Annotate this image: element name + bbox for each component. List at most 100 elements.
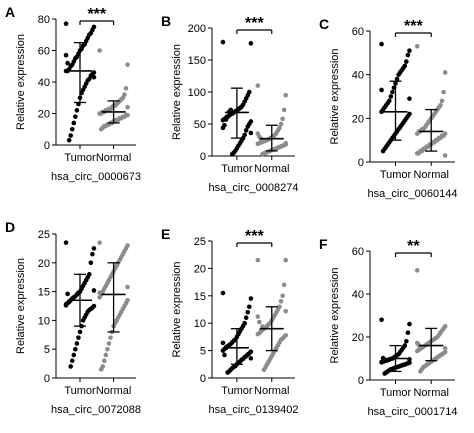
y-tick-label: 0 <box>358 375 364 387</box>
data-point <box>66 137 72 143</box>
significance-label: *** <box>245 228 264 245</box>
series-normal <box>414 43 448 158</box>
data-point <box>91 288 97 293</box>
series-normal <box>97 48 130 132</box>
data-point <box>243 128 249 133</box>
y-tick-label: 15 <box>38 287 50 299</box>
data-point <box>74 108 80 113</box>
data-point <box>91 74 97 80</box>
data-point <box>255 131 261 136</box>
data-point <box>248 296 254 301</box>
data-point <box>220 125 226 131</box>
panel-label: C <box>319 16 329 32</box>
data-point <box>77 329 83 335</box>
data-point <box>404 339 409 344</box>
data-point <box>222 352 227 358</box>
data-point <box>260 324 265 329</box>
y-tick-label: 25 <box>38 229 50 241</box>
data-point <box>407 357 412 362</box>
data-point <box>248 41 254 46</box>
panel-f: F 0 20 40 60 Relative expression Tumor Normal hs… <box>319 236 457 418</box>
x-tick-label: Normal <box>254 385 289 397</box>
data-point <box>125 104 130 110</box>
x-axis-label: hsa_circ_0001714 <box>368 406 458 418</box>
panel-b: B 0 50 100 150 200 Relative expression Tumor Nor… <box>161 13 298 194</box>
x-tick-label: Tumor <box>221 385 253 397</box>
data-point <box>220 340 226 346</box>
data-point <box>379 359 384 365</box>
data-point <box>98 126 104 132</box>
data-point <box>248 355 254 361</box>
data-point <box>105 346 110 352</box>
data-point <box>255 257 261 263</box>
y-tick-label: 0 <box>44 373 50 385</box>
data-point <box>245 309 251 315</box>
data-point <box>220 348 226 353</box>
data-point <box>407 321 412 327</box>
x-axis-label: hsa_circ_0072088 <box>51 404 141 416</box>
data-point <box>255 141 261 147</box>
data-point <box>380 148 386 154</box>
data-point <box>63 52 69 58</box>
data-point <box>80 318 86 323</box>
x-axis-label: hsa_circ_0139402 <box>209 404 299 416</box>
x-tick-label: Normal <box>413 169 448 181</box>
y-tick-label: 0 <box>358 157 364 169</box>
data-point <box>243 315 249 321</box>
series-normal <box>97 240 130 372</box>
data-point <box>280 116 285 122</box>
data-point <box>394 76 400 82</box>
y-tick-label: 25 <box>194 236 206 248</box>
data-point <box>63 303 69 308</box>
data-point <box>125 62 130 67</box>
data-point <box>68 133 73 138</box>
y-tick-label: 10 <box>194 318 206 330</box>
data-point <box>388 94 394 99</box>
data-point <box>65 60 70 66</box>
y-tick-label: 60 <box>352 246 364 258</box>
data-point <box>97 111 102 116</box>
data-point <box>442 70 448 75</box>
data-point <box>260 151 265 157</box>
series-tumor <box>63 21 97 143</box>
y-axis-label: Relative expression <box>329 268 341 364</box>
panel-label: F <box>319 236 328 252</box>
y-tick-label: 80 <box>38 14 50 26</box>
y-tick-label: 40 <box>352 70 364 82</box>
x-tick-label: Normal <box>96 152 131 164</box>
data-point <box>414 43 420 49</box>
data-point <box>69 126 75 132</box>
series-tumor <box>379 41 412 154</box>
data-point <box>414 340 420 346</box>
y-tick-label: 5 <box>44 344 50 356</box>
data-point <box>220 290 226 296</box>
panel-label: B <box>161 13 171 29</box>
data-point <box>281 107 287 113</box>
y-axis-label: Relative expression <box>15 34 27 130</box>
y-tick-label: 20 <box>352 113 364 125</box>
data-point <box>76 335 81 340</box>
data-point <box>379 87 384 93</box>
y-tick-label: 20 <box>38 109 50 121</box>
data-point <box>278 298 284 304</box>
data-point <box>97 295 102 300</box>
data-point <box>71 120 77 126</box>
data-point <box>65 291 70 297</box>
y-tick-label: 150 <box>188 55 206 67</box>
data-point <box>97 290 102 296</box>
y-tick-label: 200 <box>188 23 206 35</box>
y-axis-label: Relative expression <box>171 44 183 140</box>
y-tick-label: 10 <box>38 315 50 327</box>
panel-a: A 0 20 40 60 80 Relative expression Tumor Normal… <box>5 4 141 183</box>
data-point <box>97 48 102 53</box>
panel-e: E 0 5 10 15 20 25 Relative expression Tumor Norma… <box>161 226 298 416</box>
data-point <box>91 246 97 251</box>
y-tick-label: 15 <box>194 291 206 303</box>
panel-c: C 0 20 40 60 Relative expression Tumor Normal hs… <box>319 16 457 200</box>
data-point <box>404 59 409 64</box>
y-tick-label: 60 <box>352 26 364 38</box>
data-point <box>414 150 420 156</box>
x-axis-label: hsa_circ_0060144 <box>368 188 458 200</box>
data-point <box>229 151 235 157</box>
data-point <box>69 358 75 364</box>
